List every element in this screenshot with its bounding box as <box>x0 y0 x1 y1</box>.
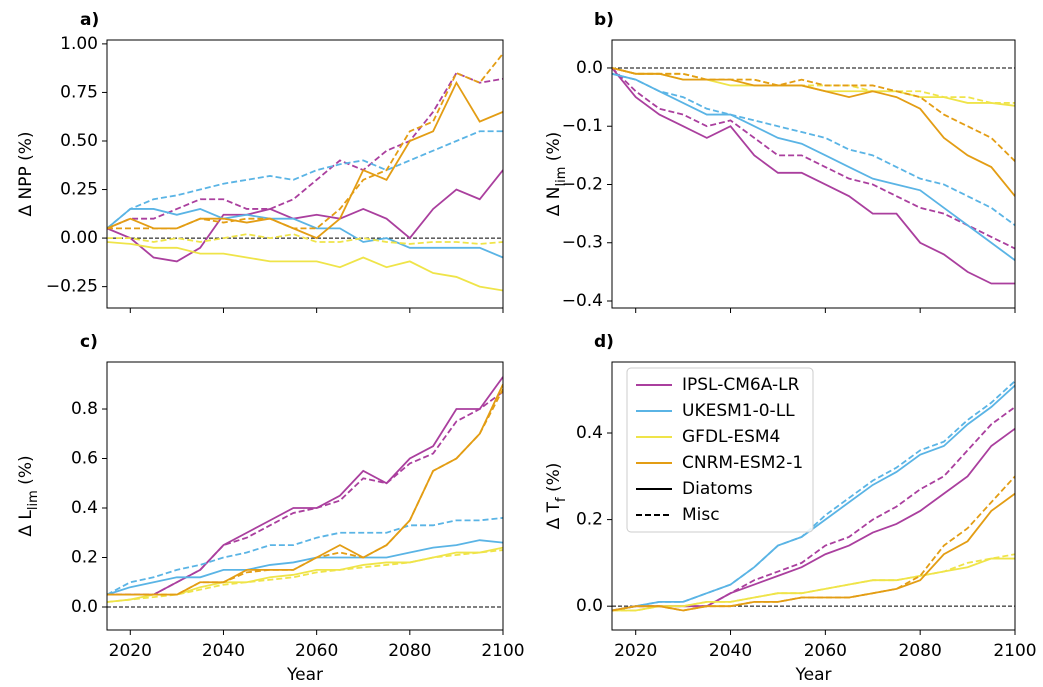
x-axis-label: Year <box>795 665 832 685</box>
series-line <box>612 67 1015 107</box>
y-axis-label-main: Δ N <box>544 186 564 216</box>
y-axis-label-sub: lim <box>554 167 569 187</box>
series-line <box>107 383 503 596</box>
x-tick-label: 2100 <box>481 641 524 661</box>
y-tick-label: 0.8 <box>71 399 98 419</box>
y-axis-label: Δ Llim (%) <box>16 455 41 536</box>
x-tick-label: 2080 <box>899 641 942 661</box>
x-tick-label: 2020 <box>109 641 152 661</box>
y-axis-label: Δ Tf (%) <box>544 463 569 530</box>
series-line <box>107 376 503 596</box>
y-axis-label-suffix: (%) <box>544 132 564 167</box>
y-tick-label: 0.0 <box>576 58 603 78</box>
x-tick-label: 2040 <box>709 641 752 661</box>
y-tick-label: −0.4 <box>562 291 603 311</box>
y-axis-label-sub: lim <box>26 490 41 510</box>
series-line <box>107 130 503 230</box>
y-tick-label: 0.25 <box>60 180 98 200</box>
y-tick-label: 0.2 <box>576 510 603 530</box>
series-line <box>612 67 1015 285</box>
y-tick-label: 0.6 <box>71 449 98 469</box>
y-axis-label-suffix: (%) <box>544 463 564 498</box>
plot-frame <box>106 361 504 631</box>
series-line <box>612 67 1015 197</box>
y-tick-label: 0.50 <box>60 131 98 151</box>
series-line <box>107 169 503 263</box>
series-line <box>107 233 503 245</box>
x-tick-label: 2060 <box>804 641 847 661</box>
y-tick-label: −0.3 <box>562 233 603 253</box>
panel-label: b) <box>594 10 614 30</box>
legend-label: IPSL-CM6A-LR <box>682 375 800 395</box>
y-axis-label-main: Δ L <box>16 510 36 537</box>
y-tick-label: 0.0 <box>576 596 603 616</box>
y-tick-label: 0.75 <box>60 82 98 102</box>
y-axis-label-sub: f <box>554 497 569 502</box>
x-tick-label: 2040 <box>202 641 245 661</box>
y-tick-label: 0.2 <box>71 547 98 567</box>
series-line <box>612 67 1015 162</box>
y-axis-label-suffix: (%) <box>16 455 36 490</box>
y-tick-label: 1.00 <box>60 34 98 54</box>
panel-label: a) <box>80 10 99 30</box>
y-axis-label: Δ NPP (%) <box>16 131 36 216</box>
series-line <box>612 67 1015 250</box>
series-line <box>612 72 1015 226</box>
panel-label: c) <box>80 332 98 352</box>
legend-box <box>626 367 814 533</box>
y-axis-label-main: Δ T <box>544 501 564 529</box>
series-line <box>107 388 503 596</box>
legend-label: GFDL-ESM4 <box>682 427 780 447</box>
series-line <box>107 208 503 259</box>
series-line <box>107 80 503 240</box>
y-tick-label: 0.00 <box>60 228 98 248</box>
y-axis-label: Δ Nlim (%) <box>544 132 569 216</box>
x-tick-label: 2020 <box>614 641 657 661</box>
series-line <box>107 390 503 596</box>
y-tick-label: −0.1 <box>562 116 603 136</box>
series-line <box>612 72 1015 261</box>
x-tick-label: 2100 <box>993 641 1036 661</box>
series-line <box>107 517 503 596</box>
series-line <box>107 539 503 596</box>
x-tick-label: 2080 <box>388 641 431 661</box>
x-axis-label: Year <box>286 665 323 685</box>
plot-frame <box>611 39 1016 309</box>
y-tick-label: 0.4 <box>71 498 98 518</box>
series-line <box>612 475 1015 612</box>
panel-label: d) <box>594 332 614 352</box>
series-line <box>107 71 503 230</box>
y-tick-label: −0.25 <box>46 277 98 297</box>
series-line <box>107 53 503 230</box>
series-line <box>612 553 1015 612</box>
legend-label: CNRM-ESM2-1 <box>682 453 803 473</box>
legend-label: Misc <box>682 505 720 525</box>
y-tick-label: 0.0 <box>71 597 98 617</box>
legend-label: Diatoms <box>682 479 753 499</box>
plot-frame <box>611 361 1016 631</box>
plot-frame <box>106 39 504 309</box>
legend-label: UKESM1-0-LL <box>682 401 795 421</box>
series-line <box>107 241 503 292</box>
y-tick-label: −0.2 <box>562 174 603 194</box>
x-tick-label: 2060 <box>295 641 338 661</box>
y-tick-label: 0.4 <box>576 423 603 443</box>
